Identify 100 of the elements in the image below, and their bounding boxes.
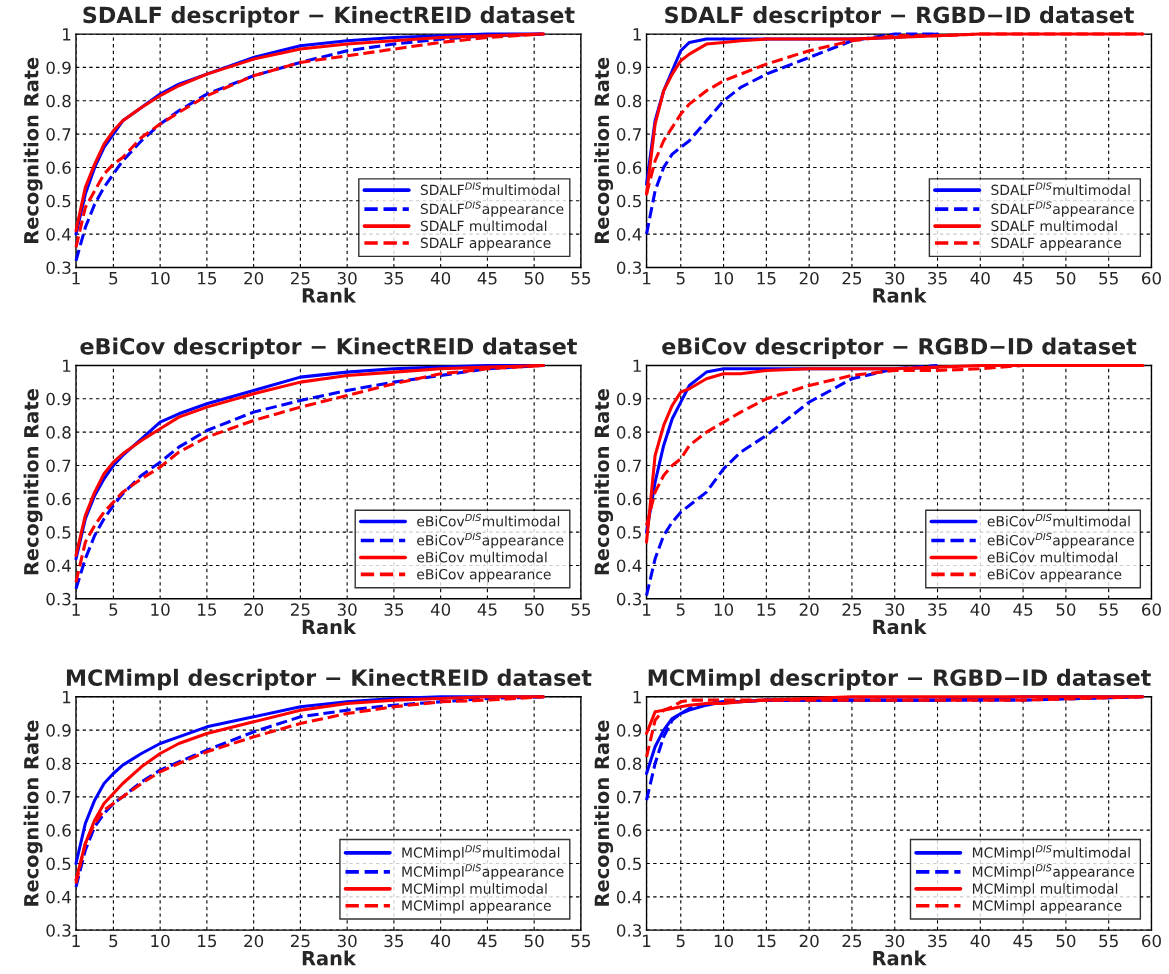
x-tick-label: 50 [1056, 934, 1076, 948]
x-tick-label: 15 [198, 603, 217, 616]
x-tick-label: 30 [885, 271, 905, 285]
x-tick-label: 15 [198, 934, 217, 948]
y-tick-label: 1 [63, 28, 71, 41]
x-tick-label: 20 [799, 934, 819, 948]
y-tick-label: 0.7 [46, 790, 71, 804]
x-axis-title: Rank [302, 287, 357, 303]
x-tick-label: 50 [1056, 603, 1076, 616]
x-tick-label: 1 [643, 603, 651, 616]
x-tick-label: 45 [477, 272, 497, 285]
x-tick-label: 35 [928, 603, 947, 616]
y-tick-label: 0.8 [46, 94, 71, 108]
legend-label: MCMimpl appearance [972, 900, 1122, 914]
y-tick-label: 0.4 [616, 559, 642, 573]
x-tick-label: 20 [244, 934, 264, 948]
legend-label: SDALF appearance [991, 237, 1122, 251]
y-tick-label: 0.8 [46, 757, 71, 771]
y-tick-label: 0.3 [46, 924, 71, 937]
chart-title: eBiCov descriptor − KinectREID dataset [80, 337, 577, 359]
legend-label: SDALF$^{DIS}$appearance [420, 201, 564, 217]
x-tick-label: 35 [384, 271, 404, 285]
x-axis-title: Rank [873, 287, 927, 303]
y-tick-label: 0.6 [46, 824, 71, 837]
y-tick-label: 0.8 [616, 94, 642, 108]
y-tick-label: 1 [633, 691, 641, 704]
legend-label: MCMimpl multimodal [972, 883, 1118, 897]
y-tick-label: 1 [633, 28, 641, 41]
y-tick-label: 0.8 [46, 426, 71, 439]
legend-label: eBiCov$^{DIS}$multimodal [987, 513, 1130, 527]
x-tick-label: 10 [714, 271, 734, 285]
x-tick-label: 30 [337, 271, 357, 285]
x-tick-label: 55 [1099, 272, 1118, 285]
x-tick-label: 40 [430, 271, 451, 285]
legend-label: eBiCov$^{DIS}$appearance [417, 532, 564, 549]
x-tick-label: 25 [291, 603, 310, 616]
x-axis-title: Rank [302, 950, 357, 966]
y-axis-title: Recognition Rate [23, 389, 43, 575]
x-tick-label: 1 [643, 934, 651, 947]
x-tick-label: 40 [430, 603, 451, 616]
x-tick-label: 10 [151, 603, 170, 616]
x-tick-label: 35 [928, 271, 947, 285]
legend-label: eBiCov multimodal [987, 551, 1118, 563]
y-tick-label: 0.6 [46, 161, 71, 174]
chart-title: SDALF descriptor − RGBD−ID dataset [665, 6, 1134, 28]
y-axis-title: Recognition Rate [23, 57, 43, 243]
x-tick-label: 25 [842, 271, 862, 285]
y-tick-label: 0.6 [46, 492, 71, 506]
y-tick-label: 0.7 [46, 459, 71, 473]
legend-label: SDALF$^{DIS}$appearance [991, 201, 1134, 217]
x-tick-label: 55 [571, 603, 591, 616]
x-tick-label: 35 [928, 934, 947, 948]
y-tick-label: 0.9 [616, 61, 642, 74]
chart-title: SDALF descriptor − KinectREID dataset [83, 6, 575, 28]
x-tick-label: 40 [970, 271, 990, 285]
x-tick-label: 1 [643, 272, 651, 285]
legend-label: eBiCov$^{DIS}$appearance [987, 532, 1134, 549]
x-axis-title: Rank [873, 619, 927, 635]
y-tick-label: 0.9 [46, 724, 71, 737]
y-tick-label: 0.6 [616, 161, 642, 174]
y-tick-label: 1 [633, 359, 641, 372]
x-tick-label: 45 [1013, 272, 1033, 285]
y-tick-label: 0.4 [46, 228, 71, 241]
y-axis-title: Recognition Rate [594, 720, 614, 906]
y-tick-label: 0.5 [46, 857, 71, 871]
x-tick-label: 1 [72, 272, 80, 285]
y-tick-label: 1 [63, 691, 71, 704]
x-tick-label: 40 [970, 603, 990, 616]
y-tick-label: 0.7 [616, 790, 641, 804]
x-tick-label: 15 [757, 272, 776, 285]
legend-label: MCMimpl$^{DIS}$appearance [972, 864, 1135, 880]
y-tick-label: 0.4 [616, 890, 642, 904]
x-tick-label: 40 [430, 934, 451, 948]
legend-label: eBiCov$^{DIS}$multimodal [417, 513, 560, 527]
legend-label: SDALF multimodal [420, 220, 547, 232]
legend-label: MCMimpl appearance [402, 900, 551, 914]
x-tick-label: 60 [1142, 934, 1161, 948]
y-tick-label: 0.3 [46, 592, 71, 606]
x-tick-label: 5 [109, 603, 118, 616]
x-tick-label: 25 [291, 934, 310, 948]
x-tick-label: 35 [384, 603, 404, 616]
x-tick-label: 5 [109, 934, 118, 948]
y-tick-label: 0.3 [616, 592, 642, 606]
y-tick-label: 1 [63, 359, 71, 372]
x-tick-label: 60 [1142, 271, 1161, 285]
y-tick-label: 0.9 [616, 724, 642, 737]
x-tick-label: 55 [1099, 603, 1118, 616]
x-tick-label: 5 [676, 603, 685, 616]
y-axis-title: Recognition Rate [594, 389, 614, 575]
x-tick-label: 50 [524, 603, 544, 616]
y-tick-label: 0.5 [616, 526, 641, 539]
y-tick-label: 0.7 [616, 459, 641, 473]
y-tick-label: 0.8 [616, 426, 642, 439]
chart-title: MCMimpl descriptor − KinectREID dataset [66, 668, 592, 691]
x-tick-label: 20 [244, 271, 264, 285]
x-tick-label: 45 [477, 934, 497, 948]
x-tick-label: 30 [885, 934, 905, 948]
x-tick-label: 5 [109, 272, 118, 285]
x-tick-label: 5 [676, 272, 685, 285]
legend-label: eBiCov appearance [417, 568, 551, 583]
